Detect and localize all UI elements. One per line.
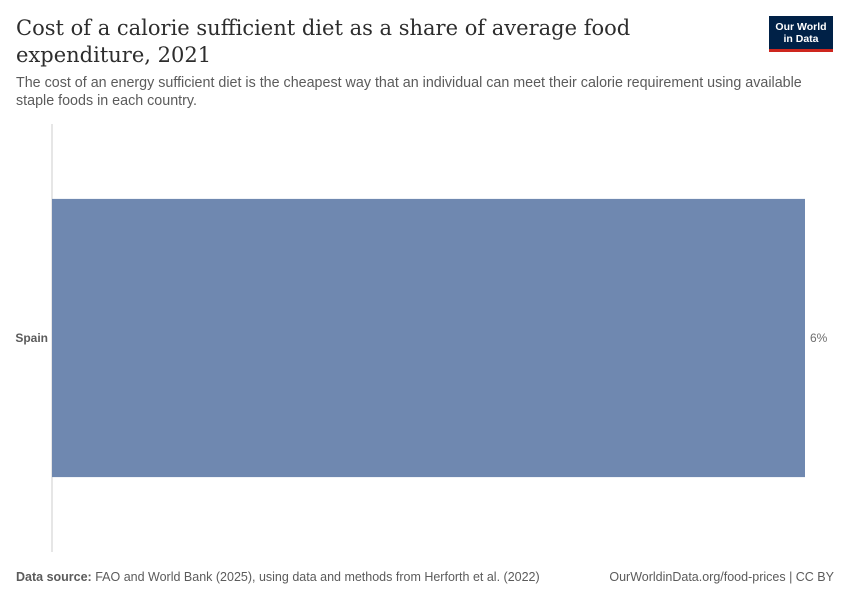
category-label: Spain (15, 331, 48, 345)
data-source-label: Data source: (16, 570, 92, 584)
chart-subtitle: The cost of an energy sufficient diet is… (16, 75, 802, 109)
chart-title: Cost of a calorie sufficient diet as a s… (16, 16, 631, 67)
logo-line-1: Our World (775, 21, 827, 33)
logo-line-2: in Data (783, 33, 819, 45)
data-source: Data source: FAO and World Bank (2025), … (16, 570, 540, 584)
value-label: 6% (810, 331, 828, 345)
data-source-text[interactable]: FAO and World Bank (2025), using data an… (95, 570, 540, 584)
url-license[interactable]: OurWorldinData.org/food-prices | CC BY (609, 570, 834, 584)
owid-logo[interactable]: Our World in Data (769, 16, 833, 52)
bar-spain[interactable] (52, 198, 805, 478)
